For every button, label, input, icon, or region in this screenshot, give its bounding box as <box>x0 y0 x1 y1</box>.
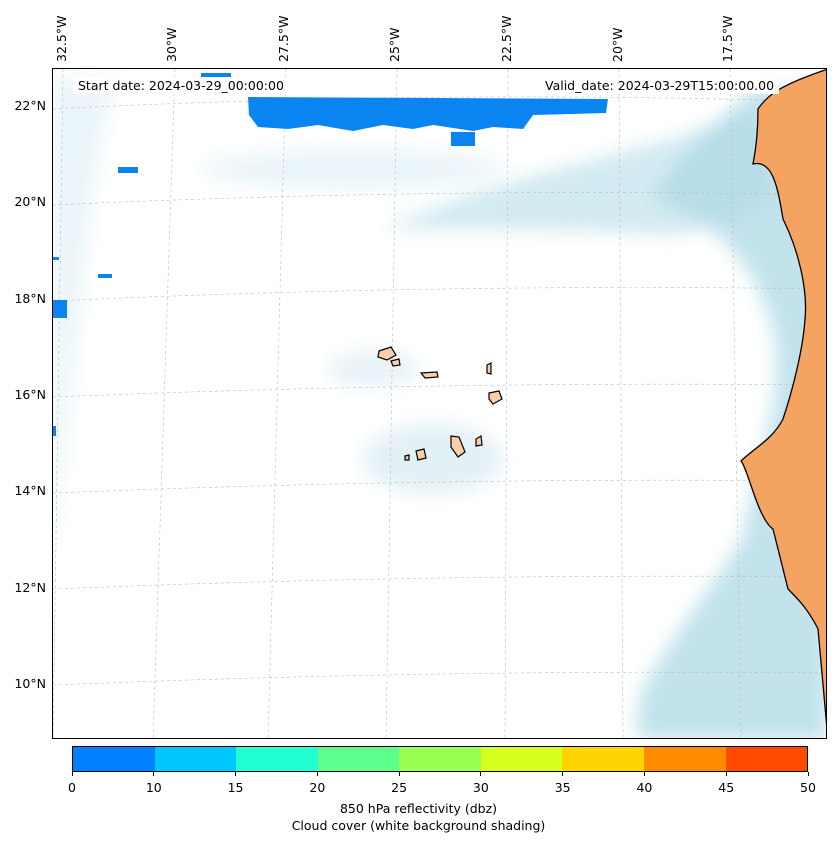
colorbar-tick-label: 35 <box>554 780 571 795</box>
island-santiago <box>450 435 466 458</box>
island-santo-antao <box>377 346 397 361</box>
colorbar <box>72 746 808 772</box>
lon-label-20w: 20°W <box>610 27 625 62</box>
colorbar-segment <box>725 747 808 771</box>
lon-label-22-5w: 22.5°W <box>499 15 514 62</box>
reflectivity-cell-4 <box>53 300 67 318</box>
colorbar-tick-label: 50 <box>800 780 816 795</box>
cape-verde-islands <box>377 346 503 461</box>
island-brava <box>404 454 410 461</box>
lat-label-22n: 22°N <box>14 98 46 113</box>
reflectivity-cell-3 <box>118 167 138 173</box>
reflectivity-band-north <box>248 97 608 131</box>
reflectivity-cell-7 <box>98 274 112 278</box>
reflectivity-cell-6 <box>53 426 56 436</box>
lat-label-10n: 10°N <box>14 676 46 691</box>
lat-label-20n: 20°N <box>14 194 46 209</box>
map-panel: Start date: 2024-03-29_00:00:00 Valid_da… <box>52 68 827 739</box>
colorbar-tick <box>643 772 645 776</box>
lat-label-12n: 12°N <box>14 580 46 595</box>
cloud-cover-shading <box>53 79 826 738</box>
graticule <box>53 69 826 738</box>
colorbar-tick-label: 20 <box>309 780 326 795</box>
land-west-africa <box>740 69 826 726</box>
colorbar-tick-label: 0 <box>68 780 76 795</box>
colorbar-tick <box>398 772 400 776</box>
colorbar-tick-label: 30 <box>472 780 489 795</box>
colorbar-tick <box>725 772 727 776</box>
cloud-patch-north-center <box>203 149 503 189</box>
colorbar-segment <box>643 747 726 771</box>
cloud-patch-west <box>53 79 113 569</box>
cloud-patch-center <box>328 351 418 387</box>
colorbar-tick-label: 25 <box>391 780 408 795</box>
lon-label-17-5w: 17.5°W <box>720 15 735 62</box>
lon-label-32-5w: 32.5°W <box>54 15 69 62</box>
lat-label-18n: 18°N <box>14 291 46 306</box>
island-sao-nicolau <box>419 371 439 379</box>
colorbar-tick-label: 15 <box>227 780 244 795</box>
colorbar-tick-label: 45 <box>718 780 735 795</box>
island-boa-vista <box>488 390 503 405</box>
lon-label-25w: 25°W <box>387 27 402 62</box>
reflectivity-cell-5 <box>53 257 59 260</box>
colorbar-sublabel: Cloud cover (white background shading) <box>291 818 546 833</box>
colorbar-tick <box>562 772 564 776</box>
colorbar-tick <box>71 772 73 776</box>
colorbar-segment <box>317 747 400 771</box>
colorbar-segment <box>154 747 237 771</box>
lon-label-27-5w: 27.5°W <box>276 15 291 62</box>
start-date-label: Start date: 2024-03-29_00:00:00 <box>73 77 289 94</box>
colorbar-segment <box>236 747 318 771</box>
valid-date-label: Valid_date: 2024-03-29T15:00:00.00 <box>540 77 780 94</box>
map-canvas <box>53 69 826 738</box>
cloud-band-east <box>637 89 826 738</box>
lat-label-14n: 14°N <box>14 483 46 498</box>
colorbar-tick <box>480 772 482 776</box>
lat-label-16n: 16°N <box>14 387 46 402</box>
colorbar-segment <box>73 747 155 771</box>
reflectivity-cell-1 <box>201 73 231 77</box>
colorbar-tick <box>235 772 237 776</box>
island-fogo <box>415 448 427 461</box>
reflectivity-cells <box>53 73 608 436</box>
cloud-patch-islands <box>363 424 503 494</box>
colorbar-tick <box>153 772 155 776</box>
island-sal <box>486 362 492 375</box>
colorbar-segment <box>399 747 481 771</box>
colorbar-segment <box>480 747 563 771</box>
colorbar-label: 850 hPa reflectivity (dbz) <box>339 801 498 816</box>
reflectivity-cell-2 <box>451 132 475 146</box>
colorbar-tick-label: 40 <box>636 780 653 795</box>
colorbar-tick-label: 10 <box>145 780 162 795</box>
colorbar-tick <box>807 772 809 776</box>
island-sao-vicente <box>390 358 401 367</box>
colorbar-segment <box>562 747 644 771</box>
lon-label-30w: 30°W <box>164 27 179 62</box>
colorbar-tick <box>316 772 318 776</box>
island-maio <box>475 435 483 447</box>
